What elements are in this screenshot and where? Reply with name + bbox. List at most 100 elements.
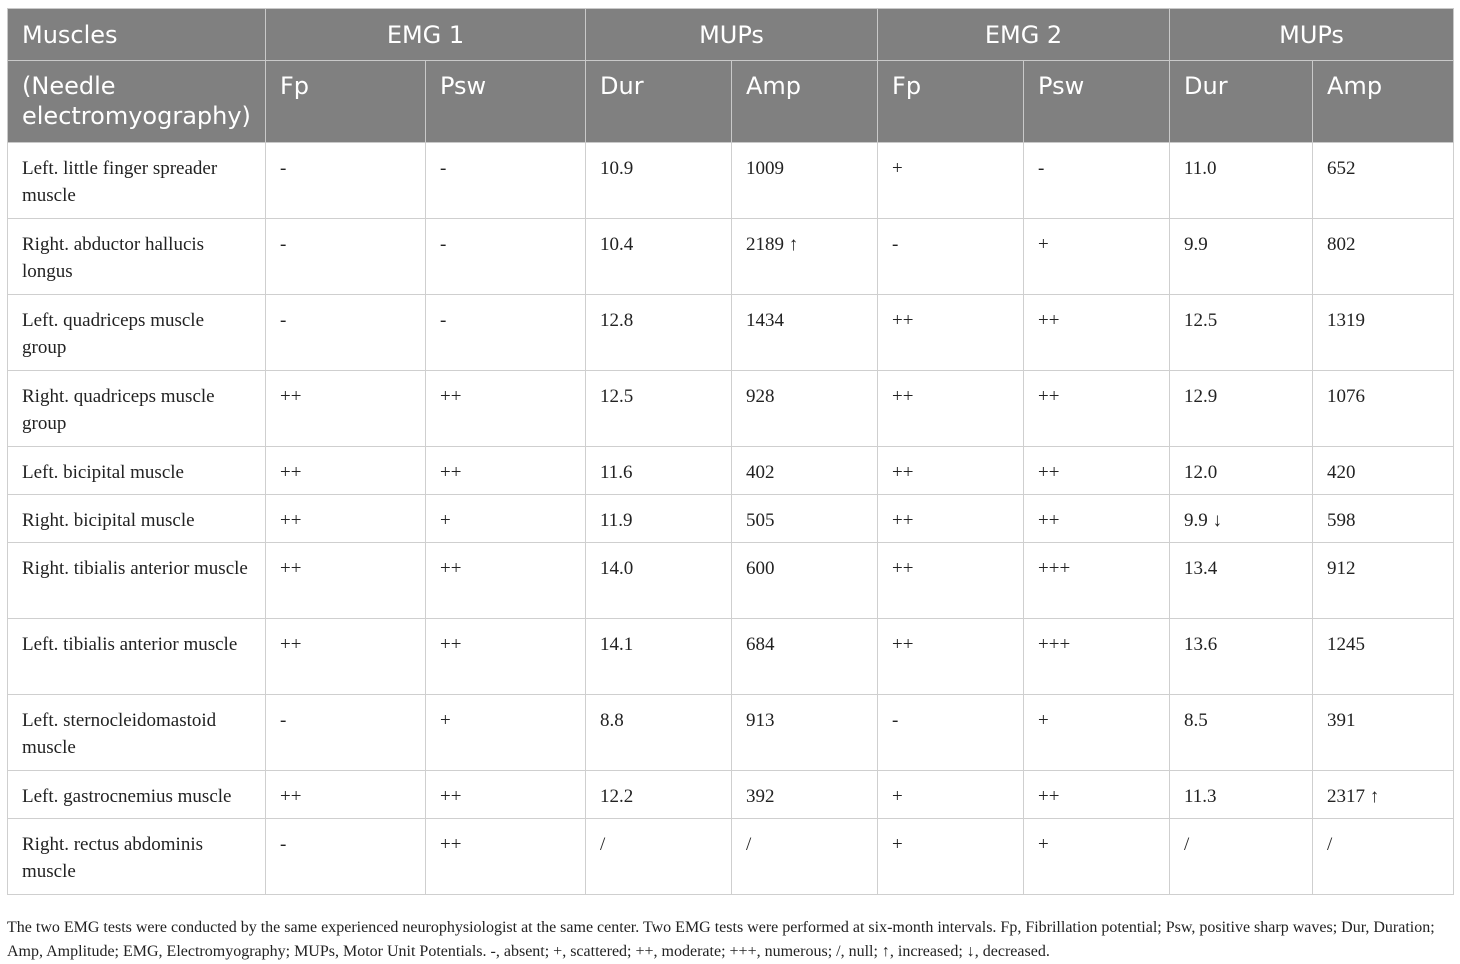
cell-psw1: - xyxy=(425,218,586,295)
cell-fp2: ++ xyxy=(877,446,1025,495)
cell-psw2: - xyxy=(1023,142,1171,219)
emg-results-table: Muscles EMG 1 MUPs EMG 2 MUPs (Needle el… xyxy=(7,8,1455,895)
header-dur1: Dur xyxy=(585,60,732,143)
cell-fp2: - xyxy=(877,694,1025,771)
cell-amp2: 598 xyxy=(1312,494,1455,543)
cell-dur1: 12.2 xyxy=(585,770,732,819)
cell-amp1: / xyxy=(730,818,879,895)
header-mups2: MUPs xyxy=(1169,8,1455,61)
cell-amp1: 392 xyxy=(730,770,879,819)
cell-muscle: Right. quadriceps muscle group xyxy=(7,370,266,447)
cell-psw2: ++ xyxy=(1023,494,1171,543)
cell-fp1: - xyxy=(265,818,426,895)
cell-psw2: + xyxy=(1023,818,1171,895)
cell-psw1: ++ xyxy=(425,618,586,695)
header-mups1: MUPs xyxy=(584,8,879,61)
cell-dur1: 12.5 xyxy=(585,370,732,447)
table-row: Left. quadriceps muscle group - - 12.8 1… xyxy=(7,294,1455,371)
cell-dur1: 11.6 xyxy=(585,446,732,495)
header-muscles: Muscles xyxy=(7,8,266,61)
cell-amp2: 652 xyxy=(1312,142,1455,219)
cell-amp2: / xyxy=(1312,818,1455,895)
cell-amp1: 913 xyxy=(730,694,879,771)
cell-fp2: + xyxy=(877,818,1025,895)
cell-psw1: ++ xyxy=(425,542,586,619)
table-row: Left. bicipital muscle ++ ++ 11.6 402 ++… xyxy=(7,446,1455,495)
header-emg1: EMG 1 xyxy=(265,8,586,61)
header-amp2: Amp xyxy=(1312,60,1455,143)
cell-dur2: 13.4 xyxy=(1169,542,1314,619)
cell-fp2: + xyxy=(877,142,1025,219)
cell-fp2: ++ xyxy=(877,370,1025,447)
table-header: Muscles EMG 1 MUPs EMG 2 MUPs (Needle el… xyxy=(7,8,1455,143)
cell-dur1: 14.0 xyxy=(585,542,732,619)
cell-fp2: + xyxy=(877,770,1025,819)
cell-dur2: 8.5 xyxy=(1169,694,1314,771)
cell-dur2: 13.6 xyxy=(1169,618,1314,695)
table-row: Right. bicipital muscle ++ + 11.9 505 ++… xyxy=(7,494,1455,543)
cell-dur1: 10.4 xyxy=(585,218,732,295)
cell-amp2: 802 xyxy=(1312,218,1455,295)
cell-amp1: 1009 xyxy=(730,142,879,219)
cell-muscle: Right. tibialis anterior muscle xyxy=(7,542,266,619)
cell-fp1: - xyxy=(265,694,426,771)
cell-fp1: ++ xyxy=(265,370,426,447)
cell-fp1: - xyxy=(265,218,426,295)
cell-amp1: 505 xyxy=(730,494,879,543)
cell-fp2: ++ xyxy=(877,294,1025,371)
header-fp2: Fp xyxy=(877,60,1025,143)
cell-fp1: ++ xyxy=(265,542,426,619)
table-row: Right. abductor hallucis longus - - 10.4… xyxy=(7,218,1455,295)
cell-dur1: 8.8 xyxy=(585,694,732,771)
header-row-columns: (Needle electromyography) Fp Psw Dur Amp… xyxy=(7,60,1455,143)
cell-psw2: ++ xyxy=(1023,294,1171,371)
header-row-groups: Muscles EMG 1 MUPs EMG 2 MUPs xyxy=(7,8,1455,61)
cell-fp2: ++ xyxy=(877,618,1025,695)
cell-muscle: Left. sternocleidomastoid muscle xyxy=(7,694,266,771)
cell-muscle: Left. bicipital muscle xyxy=(7,446,266,495)
cell-dur1: 12.8 xyxy=(585,294,732,371)
cell-psw2: +++ xyxy=(1023,618,1171,695)
header-amp1: Amp xyxy=(730,60,879,143)
cell-fp1: ++ xyxy=(265,494,426,543)
header-fp1: Fp xyxy=(265,60,426,143)
cell-fp1: ++ xyxy=(265,446,426,495)
table-row: Left. sternocleidomastoid muscle - + 8.8… xyxy=(7,694,1455,771)
cell-amp1: 684 xyxy=(730,618,879,695)
cell-psw1: ++ xyxy=(425,370,586,447)
cell-muscle: Left. little finger spreader muscle xyxy=(7,142,266,219)
cell-amp2: 1076 xyxy=(1312,370,1455,447)
cell-amp2: 420 xyxy=(1312,446,1455,495)
cell-dur2: 9.9 ↓ xyxy=(1169,494,1314,543)
table-row: Left. tibialis anterior muscle ++ ++ 14.… xyxy=(7,618,1455,695)
cell-psw2: + xyxy=(1023,694,1171,771)
cell-muscle: Right. abductor hallucis longus xyxy=(7,218,266,295)
cell-psw1: + xyxy=(425,494,586,543)
cell-amp1: 600 xyxy=(730,542,879,619)
header-emg2: EMG 2 xyxy=(877,8,1171,61)
cell-psw1: ++ xyxy=(425,818,586,895)
cell-psw1: - xyxy=(425,294,586,371)
cell-psw1: ++ xyxy=(425,770,586,819)
cell-psw2: +++ xyxy=(1023,542,1171,619)
header-needle-emg: (Needle electromyography) xyxy=(7,60,266,143)
cell-fp2: ++ xyxy=(877,494,1025,543)
cell-psw2: ++ xyxy=(1023,446,1171,495)
header-psw1: Psw xyxy=(425,60,586,143)
cell-amp1: 1434 xyxy=(730,294,879,371)
cell-psw2: ++ xyxy=(1023,770,1171,819)
cell-fp1: ++ xyxy=(265,618,426,695)
cell-fp1: - xyxy=(265,142,426,219)
cell-muscle: Left. gastrocnemius muscle xyxy=(7,770,266,819)
cell-amp1: 928 xyxy=(730,370,879,447)
cell-amp2: 391 xyxy=(1312,694,1455,771)
cell-amp1: 402 xyxy=(730,446,879,495)
cell-fp2: ++ xyxy=(877,542,1025,619)
cell-psw1: ++ xyxy=(425,446,586,495)
cell-psw1: - xyxy=(425,142,586,219)
cell-amp2: 2317 ↑ xyxy=(1312,770,1455,819)
table-row: Right. tibialis anterior muscle ++ ++ 14… xyxy=(7,542,1455,619)
cell-dur1: 14.1 xyxy=(585,618,732,695)
cell-muscle: Left. tibialis anterior muscle xyxy=(7,618,266,695)
table-row: Left. gastrocnemius muscle ++ ++ 12.2 39… xyxy=(7,770,1455,819)
